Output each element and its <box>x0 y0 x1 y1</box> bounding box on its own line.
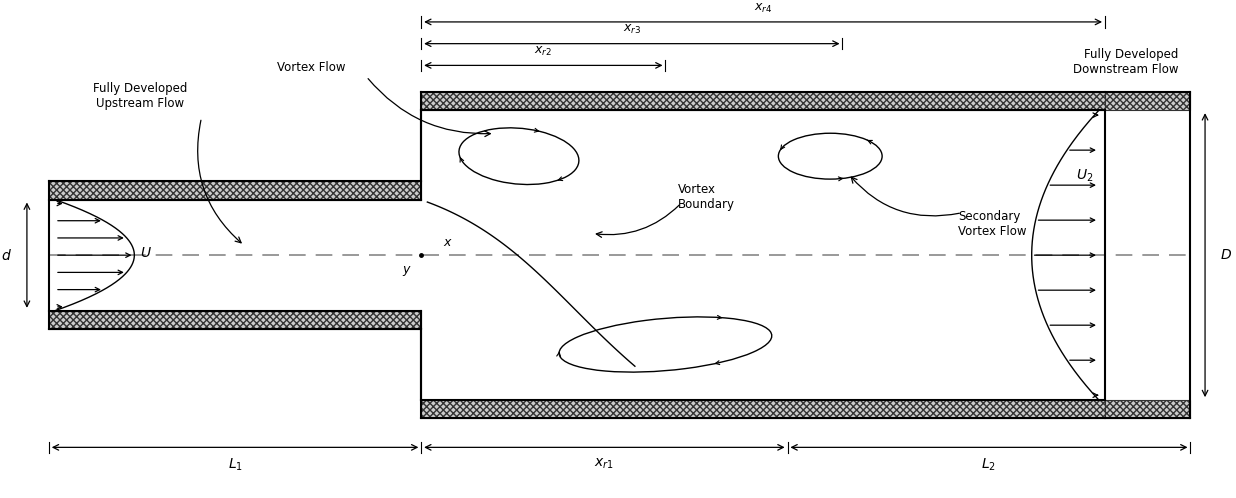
Text: $x$: $x$ <box>444 237 454 249</box>
Text: $U_2$: $U_2$ <box>1077 167 1094 184</box>
Bar <box>1105 92 1190 110</box>
Text: $x_{r1}$: $x_{r1}$ <box>595 457 614 472</box>
Bar <box>49 311 421 329</box>
Text: $x_{r3}$: $x_{r3}$ <box>623 23 641 36</box>
Bar <box>1105 400 1190 418</box>
Bar <box>421 400 1105 418</box>
Text: $L_2$: $L_2$ <box>981 457 996 474</box>
Text: $x_{r2}$: $x_{r2}$ <box>534 45 552 58</box>
Text: Fully Developed
Upstream Flow: Fully Developed Upstream Flow <box>93 82 188 110</box>
Bar <box>49 181 421 200</box>
Text: $U$: $U$ <box>141 246 152 260</box>
Text: $d$: $d$ <box>1 248 12 262</box>
Text: Vortex Flow: Vortex Flow <box>277 61 346 74</box>
Text: $x_{r4}$: $x_{r4}$ <box>754 1 772 14</box>
Text: $y$: $y$ <box>402 264 412 278</box>
Text: $L_1$: $L_1$ <box>227 457 242 474</box>
Bar <box>421 92 1105 110</box>
Text: Vortex
Boundary: Vortex Boundary <box>677 183 734 211</box>
Text: Fully Developed
Downstream Flow: Fully Developed Downstream Flow <box>1073 48 1178 77</box>
Text: Secondary
Vortex Flow: Secondary Vortex Flow <box>958 210 1027 238</box>
Text: $D$: $D$ <box>1220 248 1232 262</box>
